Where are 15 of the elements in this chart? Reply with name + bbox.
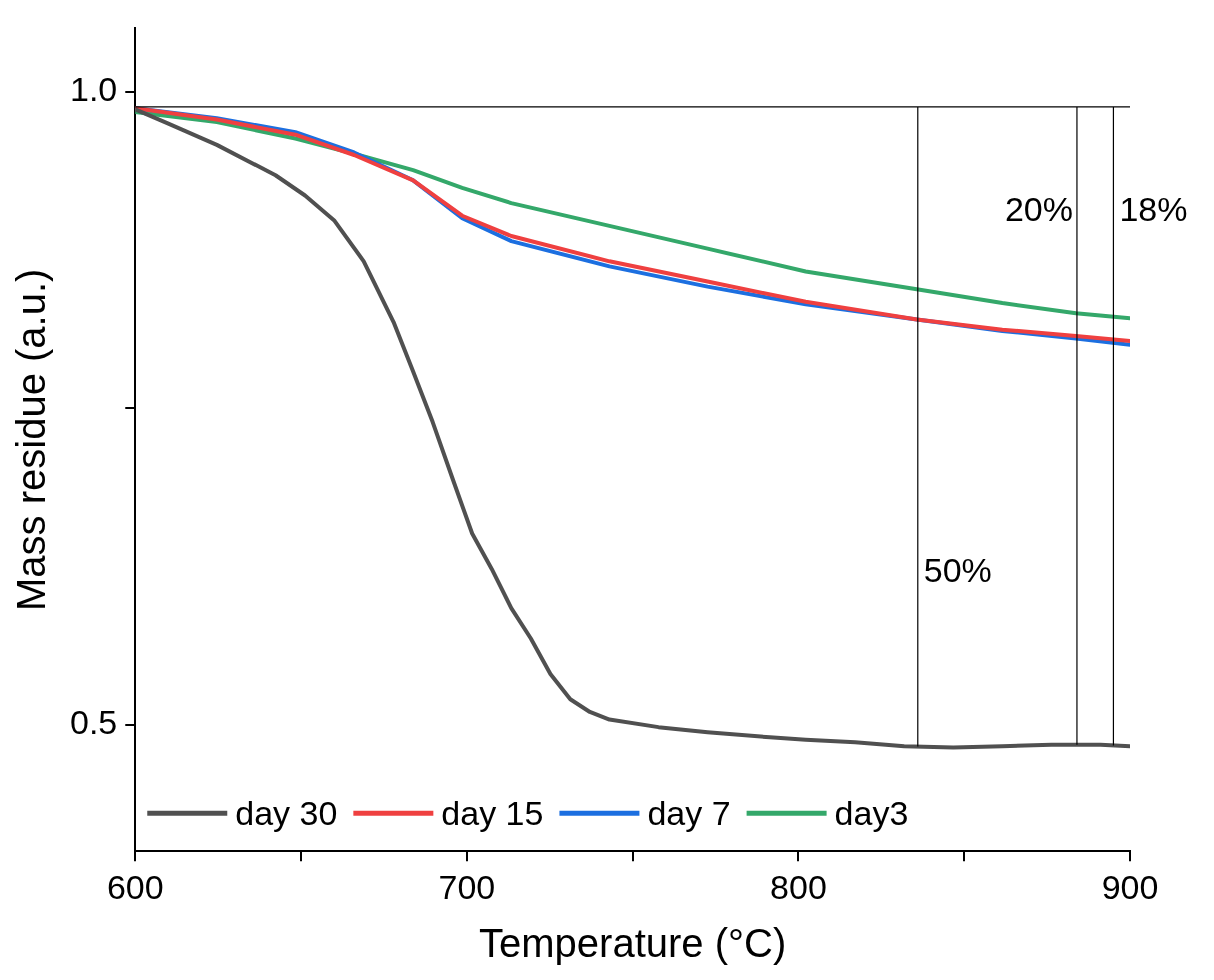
x-tick-label: 700 <box>438 867 496 906</box>
x-tick-label: 800 <box>770 867 827 906</box>
y-tick-label: 1.0 <box>70 70 118 109</box>
legend-label: day 30 <box>235 793 338 832</box>
legend-label: day3 <box>834 793 909 832</box>
annotation: 18% <box>1119 190 1188 229</box>
annotation: 20% <box>1004 190 1073 229</box>
y-axis-title: Mass residue (a.u.) <box>9 268 54 611</box>
y-tick-label: 0.5 <box>70 702 118 741</box>
legend-label: day 15 <box>441 793 544 832</box>
x-tick-label: 600 <box>106 867 164 906</box>
annotation: 50% <box>923 551 992 590</box>
x-tick-label: 900 <box>1101 867 1159 906</box>
x-axis-title: Temperature (°C) <box>479 921 787 966</box>
legend-label: day 7 <box>647 793 731 832</box>
